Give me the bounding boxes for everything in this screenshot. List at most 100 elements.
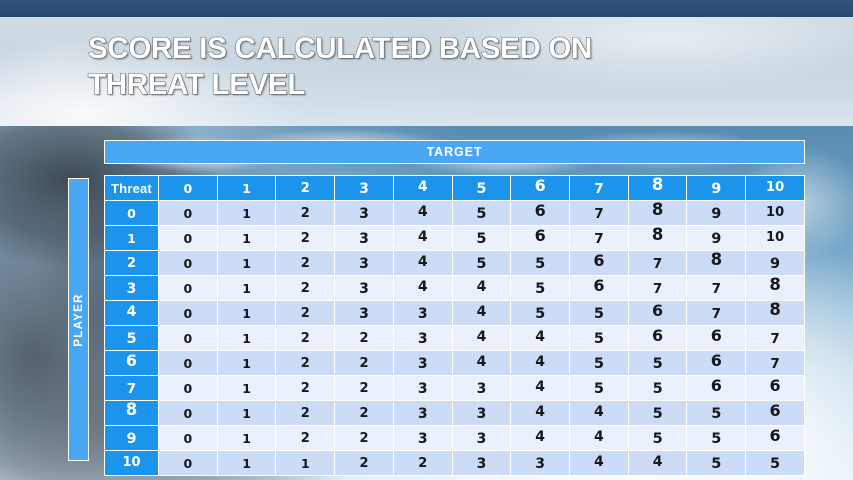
matrix-cell-value: 3 [417,306,428,322]
matrix-cell: 3 [452,376,511,400]
matrix-column-header: 8 [628,176,687,200]
matrix-cell: 2 [335,351,393,375]
matrix-cell: 4 [570,451,628,475]
matrix-cell: 6 [687,326,746,350]
matrix-cell-value: 6 [710,351,722,370]
matrix-cell-value: 8 [651,201,664,219]
table-row: 10 0 1 1 2 2 3 3 4 4 5 5 [105,451,804,475]
matrix-row-header: 10 [105,451,158,475]
matrix-cell-value: 2 [359,406,369,421]
matrix-cell-value: 5 [652,431,663,447]
matrix-cell-value: 5 [535,281,546,297]
matrix-cell: 7 [628,251,687,275]
matrix-cell: 6 [746,426,804,450]
top-accent-band [0,0,853,17]
matrix-cell: 0 [159,326,217,350]
matrix-cell-value: 5 [593,381,604,397]
matrix-cell: 4 [511,376,570,400]
column-header-value: 7 [594,181,604,197]
matrix-cell: 2 [276,351,335,375]
matrix-cell: 3 [393,426,452,450]
matrix-cell-value: 2 [359,381,369,396]
matrix-cell: 0 [159,301,217,325]
matrix-cell: 3 [335,251,393,275]
matrix-cell-value: 8 [769,301,781,319]
table-row: 2 0 1 2 3 4 5 5 6 7 8 9 [105,251,804,275]
row-header-value: 6 [125,351,138,370]
matrix-cell: 5 [452,226,511,250]
matrix-body: 0 0 1 2 3 4 5 6 7 8 9 10 1 0 1 2 3 4 5 6 7 8 9 10 2 0 1 2 3 4 5 5 6 7 8 9 3 0… [105,201,804,475]
matrix-cell: 4 [393,201,452,225]
matrix-column-header: 5 [452,176,511,200]
matrix-cell-value: 5 [652,381,663,397]
matrix-cell-value: 2 [300,406,310,421]
matrix-row-header: 2 [105,251,158,275]
matrix-cell: 3 [393,401,452,425]
matrix-cell-value: 1 [300,455,310,471]
column-header-value: 9 [711,181,722,197]
matrix-cell: 5 [511,251,570,275]
matrix-cell: 5 [628,351,687,375]
matrix-cell: 4 [452,351,511,375]
matrix-cell-value: 4 [476,279,487,295]
table-row: 5 0 1 2 2 3 4 4 5 6 6 7 [105,326,804,350]
matrix-cell-value: 3 [417,431,428,447]
matrix-cell: 8 [746,301,804,325]
matrix-cell: 3 [452,426,511,450]
matrix-cell-value: 0 [183,205,193,221]
matrix-row-header: 6 [105,351,158,375]
matrix-cell-value: 2 [300,256,310,271]
matrix-cell: 10 [746,226,804,250]
matrix-cell-value: 1 [242,255,251,271]
matrix-cell-value: 3 [476,431,487,447]
matrix-cell: 0 [159,351,217,375]
matrix-cell: 5 [628,376,687,400]
matrix-cell-value: 5 [593,356,604,372]
matrix-cell-value: 5 [535,256,546,272]
matrix-cell-value: 5 [476,256,487,272]
matrix-cell-value: 4 [594,454,604,470]
matrix-cell-value: 10 [766,205,785,220]
matrix-cell-value: 2 [300,231,310,246]
matrix-cell-value: 1 [242,405,251,421]
matrix-cell: 9 [687,201,746,225]
matrix-row-header: 7 [105,376,158,400]
matrix-row-header: 0 [105,201,158,225]
matrix-cell-value: 1 [242,280,251,296]
matrix-cell-value: 7 [711,306,722,322]
row-header-value: 5 [126,331,137,347]
matrix-cell: 3 [393,376,452,400]
matrix-cell: 5 [452,251,511,275]
matrix-cell-value: 0 [183,405,193,421]
matrix-cell: 8 [746,276,804,300]
matrix-row-header: 1 [105,226,158,250]
matrix-cell: 2 [276,326,335,350]
matrix-cell-value: 7 [711,281,722,297]
matrix-cell-value: 9 [711,206,722,222]
row-header-value: 8 [125,401,138,419]
matrix-cell-value: 1 [242,355,251,371]
matrix-cell-value: 3 [417,356,428,372]
page-title: SCORE IS CALCULATED BASED ON THREAT LEVE… [87,31,593,101]
matrix-cell: 3 [393,351,452,375]
matrix-cell-value: 6 [769,401,781,420]
column-header-value: 0 [183,180,193,196]
row-header-value: 4 [126,304,137,320]
matrix-cell: 10 [746,201,804,225]
matrix-cell: 4 [570,401,628,425]
matrix-cell-value: 0 [183,280,193,296]
matrix-cell-value: 3 [417,331,428,347]
matrix-cell-value: 4 [535,329,546,345]
matrix-cell-value: 6 [534,226,546,245]
matrix-cell: 1 [217,226,276,250]
matrix-cell: 1 [217,426,276,450]
matrix-cell-value: 5 [476,206,487,222]
matrix-cell: 7 [746,326,804,350]
matrix-cell-value: 2 [418,456,428,471]
matrix-cell: 1 [217,276,276,300]
matrix-cell-value: 3 [359,306,369,322]
matrix-cell: 5 [570,301,628,325]
matrix-cell: 1 [217,301,276,325]
matrix-cell-value: 9 [770,256,781,272]
